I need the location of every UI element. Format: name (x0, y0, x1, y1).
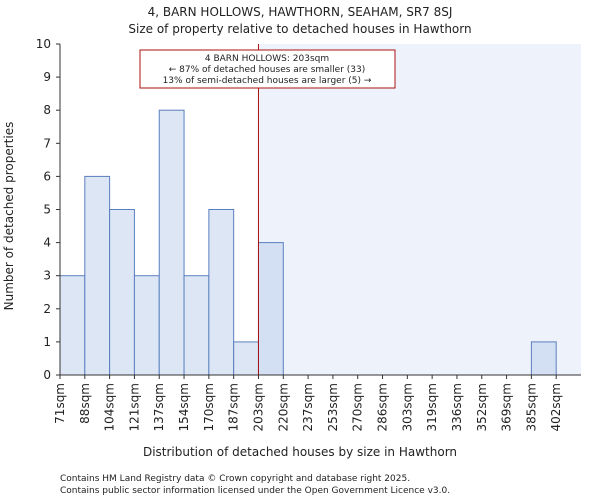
x-axis: 71sqm 88sqm 104sqm 121sqm 137sqm 154sqm 170sqm… (53, 374, 581, 431)
x-tick-label: 336sqm (450, 383, 464, 431)
bar-187sqm (233, 341, 259, 376)
annotation-line3: 13% of semi-detached houses are larger (… (163, 76, 372, 86)
bars-group (59, 109, 557, 376)
footer-line2: Contains public sector information licen… (60, 486, 450, 496)
y-tick-label: 2 (43, 302, 51, 316)
x-tick-label: 303sqm (400, 383, 414, 431)
y-tick-label: 1 (43, 335, 51, 349)
annotation-box: 4 BARN HOLLOWS: 203sqm ← 87% of detached… (139, 49, 396, 89)
x-tick-label: 137sqm (152, 383, 166, 431)
y-tick-label: 8 (43, 103, 51, 117)
y-tick-label: 7 (43, 136, 51, 150)
y-tick-label: 10 (36, 37, 51, 51)
x-axis-label: Distribution of detached houses by size … (143, 445, 457, 459)
footer-line1: Contains HM Land Registry data © Crown c… (60, 474, 410, 484)
x-tick-label: 319sqm (425, 383, 439, 431)
x-tick-label: 154sqm (177, 383, 191, 431)
bar-104sqm (109, 209, 135, 376)
annotation-frame (139, 49, 396, 89)
highlight-region (258, 44, 581, 375)
chart-title-line2: Size of property relative to detached ho… (128, 22, 471, 36)
annotation-line1: 4 BARN HOLLOWS: 203sqm (205, 54, 329, 64)
x-tick-label: 220sqm (276, 383, 290, 431)
bar-137sqm (158, 109, 185, 376)
x-tick-label: 88sqm (78, 383, 92, 424)
x-tick-label: 203sqm (251, 383, 265, 431)
x-tick-label: 170sqm (202, 383, 216, 431)
bar-121sqm (133, 275, 160, 376)
x-tick-label: 104sqm (103, 383, 117, 431)
chart-title-line1: 4, BARN HOLLOWS, HAWTHORN, SEAHAM, SR7 8… (148, 5, 453, 19)
y-tick-label: 5 (43, 203, 51, 217)
annotation-line2: ← 87% of detached houses are smaller (33… (169, 65, 366, 75)
x-tick-label: 385sqm (524, 383, 538, 431)
y-tick-label: 3 (43, 269, 51, 283)
x-tick-label: 270sqm (351, 383, 365, 431)
bar-170sqm (208, 209, 235, 376)
y-tick-label: 6 (43, 169, 51, 183)
bar-88sqm (84, 175, 111, 376)
y-axis-label: Number of detached properties (2, 122, 16, 311)
bar-154sqm (183, 275, 210, 376)
x-tick-label: 253sqm (326, 383, 340, 431)
y-axis: 0 1 2 3 4 5 6 7 8 9 10 (36, 37, 61, 382)
bar-71sqm (59, 275, 86, 376)
x-tick-label: 71sqm (53, 383, 67, 424)
x-tick-label: 187sqm (227, 383, 241, 431)
x-tick-label: 352sqm (475, 383, 489, 431)
x-tick-label: 286sqm (376, 383, 390, 431)
y-tick-label: 0 (43, 368, 51, 382)
x-tick-label: 121sqm (127, 383, 141, 431)
y-tick-label: 4 (43, 236, 51, 250)
y-tick-label: 9 (43, 70, 51, 84)
x-tick-label: 402sqm (549, 383, 563, 431)
bar-385sqm (530, 341, 557, 376)
x-tick-label: 369sqm (500, 383, 514, 431)
bar-203sqm (257, 242, 284, 376)
x-tick-label: 237sqm (301, 383, 315, 431)
